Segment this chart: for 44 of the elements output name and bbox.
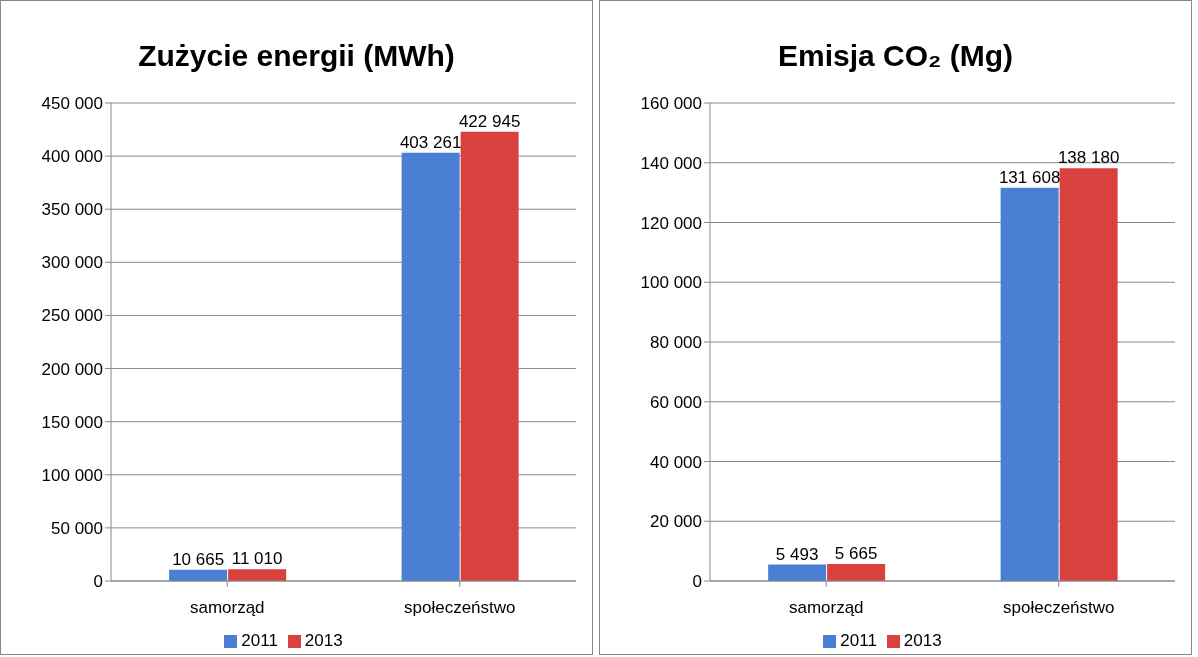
x-tick-label: społeczeństwo — [1002, 598, 1115, 618]
y-tick-label: 150 000 — [41, 412, 103, 432]
y-tick-label: 300 000 — [41, 253, 103, 273]
y-tick-label: 160 000 — [640, 94, 702, 114]
y-tick-label: 250 000 — [41, 306, 103, 326]
bar — [460, 131, 519, 581]
bar — [228, 569, 287, 581]
y-tick-label: 140 000 — [640, 153, 702, 173]
y-tick-label: 20 000 — [650, 512, 702, 532]
bar — [1000, 187, 1059, 581]
data-label: 11 010 — [231, 549, 283, 569]
legend-label: 2011 — [840, 631, 877, 650]
data-label: 131 608 — [998, 167, 1061, 187]
y-tick-label: 100 000 — [640, 273, 702, 293]
bar — [1059, 168, 1118, 581]
legend-label: 2011 — [241, 631, 278, 650]
y-tick-label: 0 — [93, 572, 103, 592]
legend-label: 2013 — [903, 631, 942, 650]
data-label: 422 945 — [458, 111, 521, 131]
y-tick-label: 80 000 — [650, 333, 702, 353]
bar — [768, 564, 827, 581]
data-label: 5 493 — [775, 544, 819, 564]
x-tick-label: społeczeństwo — [403, 598, 516, 618]
data-label: 5 665 — [834, 544, 878, 564]
bar — [827, 564, 886, 581]
y-tick-label: 60 000 — [650, 392, 702, 412]
y-tick-label: 200 000 — [41, 359, 103, 379]
data-label: 403 261 — [399, 132, 462, 152]
y-tick-label: 400 000 — [41, 147, 103, 167]
y-tick-label: 450 000 — [41, 94, 103, 114]
y-tick-label: 0 — [692, 572, 702, 592]
legend-label: 2013 — [304, 631, 343, 650]
x-tick-label: samorząd — [189, 598, 265, 618]
y-tick-label: 350 000 — [41, 200, 103, 220]
bar — [401, 152, 460, 581]
y-tick-label: 100 000 — [41, 465, 103, 485]
data-label: 138 180 — [1057, 148, 1120, 168]
y-tick-label: 120 000 — [640, 213, 702, 233]
chart-title: Zużycie energii (MWh) — [137, 39, 456, 74]
y-tick-label: 50 000 — [51, 518, 103, 538]
y-tick-label: 40 000 — [650, 452, 702, 472]
data-label: 10 665 — [172, 549, 225, 569]
x-tick-label: samorząd — [788, 598, 864, 618]
chart-title: Emisja CO₂ (Mg) — [777, 39, 1014, 74]
